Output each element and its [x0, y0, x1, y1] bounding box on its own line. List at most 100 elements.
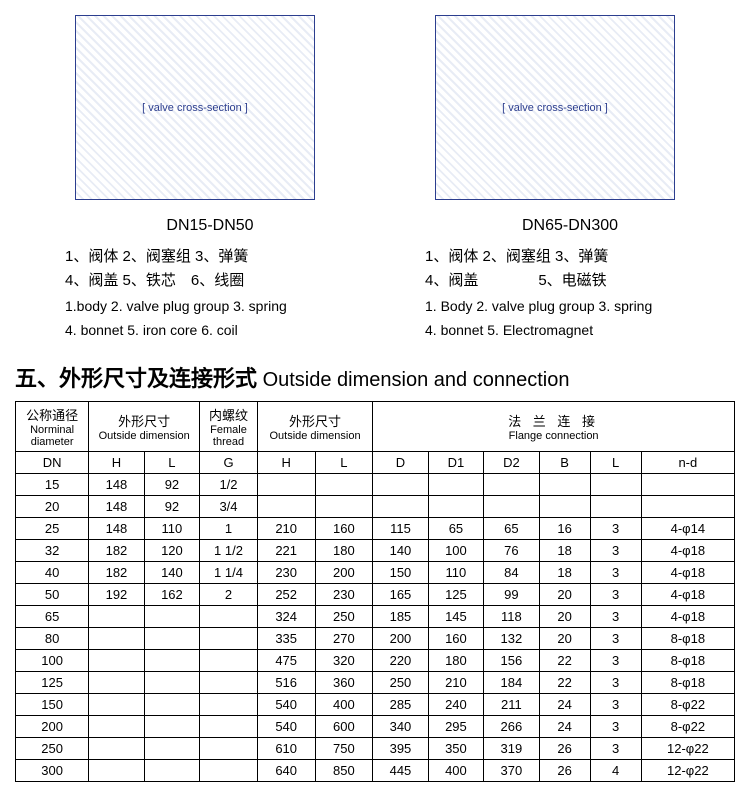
table-cell: 252 [257, 584, 315, 606]
table-cell: 540 [257, 694, 315, 716]
table-cell: 15 [16, 474, 89, 496]
table-cell: 300 [16, 760, 89, 782]
table-cell: 200 [315, 562, 373, 584]
table-subheader-cell: L [144, 452, 199, 474]
table-cell: 230 [257, 562, 315, 584]
table-row: 20148923/4 [16, 496, 735, 518]
table-cell: 8-φ18 [641, 628, 734, 650]
table-row: 25148110121016011565651634-φ14 [16, 518, 735, 540]
table-cell: 160 [428, 628, 483, 650]
table-cell: 295 [428, 716, 483, 738]
parts-right-en2: 4. bonnet 5. Electromagnet [425, 319, 715, 341]
table-cell: 200 [16, 716, 89, 738]
table-cell: 1 1/4 [200, 562, 258, 584]
table-cell: 320 [315, 650, 373, 672]
table-cell: 340 [373, 716, 428, 738]
section-title-cn: 五、外形尺寸及连接形式 [15, 366, 257, 391]
table-cell: 3/4 [200, 496, 258, 518]
table-cell: 65 [16, 606, 89, 628]
table-cell: 140 [373, 540, 428, 562]
hdr-outside2-cn: 外形尺寸 [260, 411, 370, 430]
table-cell [484, 474, 539, 496]
table-cell: 76 [484, 540, 539, 562]
table-cell: 65 [484, 518, 539, 540]
table-cell: 162 [144, 584, 199, 606]
table-cell [89, 650, 144, 672]
table-subheader-cell: D2 [484, 452, 539, 474]
table-cell: 180 [428, 650, 483, 672]
table-cell: 395 [373, 738, 428, 760]
table-cell: 24 [539, 694, 590, 716]
table-cell: 22 [539, 672, 590, 694]
table-subheader-cell: L [590, 452, 641, 474]
table-cell: 100 [16, 650, 89, 672]
model-left: DN15-DN50 [65, 213, 355, 239]
table-cell: 4-φ14 [641, 518, 734, 540]
table-cell: 3 [590, 650, 641, 672]
parts-right-cn1: 1、阀体 2、阀塞组 3、弹簧 [425, 245, 715, 269]
table-cell: 3 [590, 716, 641, 738]
table-cell [428, 496, 483, 518]
table-cell: 8-φ18 [641, 650, 734, 672]
diagram-left-placeholder: [ valve cross-section ] [75, 15, 315, 200]
model-right: DN65-DN300 [425, 213, 715, 239]
table-cell [257, 496, 315, 518]
table-subheader-cell: L [315, 452, 373, 474]
table-cell: 185 [373, 606, 428, 628]
table-cell: 240 [428, 694, 483, 716]
table-cell: 335 [257, 628, 315, 650]
table-cell: 475 [257, 650, 315, 672]
table-cell: 400 [315, 694, 373, 716]
table-cell: 182 [89, 540, 144, 562]
table-row: 30064085044540037026412-φ22 [16, 760, 735, 782]
table-cell: 4-φ18 [641, 540, 734, 562]
table-cell: 20 [539, 584, 590, 606]
table-cell: 360 [315, 672, 373, 694]
table-subheader-cell: H [89, 452, 144, 474]
parts-left-cn2: 4、阀盖 5、铁芯 6、线圈 [65, 269, 355, 293]
table-cell: 3 [590, 738, 641, 760]
table-cell [539, 496, 590, 518]
table-cell: 8-φ18 [641, 672, 734, 694]
table-cell: 285 [373, 694, 428, 716]
table-cell [200, 606, 258, 628]
table-cell: 3 [590, 606, 641, 628]
parts-left-cn1: 1、阀体 2、阀塞组 3、弹簧 [65, 245, 355, 269]
table-cell: 370 [484, 760, 539, 782]
table-cell: 18 [539, 540, 590, 562]
table-cell: 12-φ22 [641, 738, 734, 760]
hdr-flange-cn: 法 兰 连 接 [375, 411, 732, 430]
table-cell: 115 [373, 518, 428, 540]
table-cell: 319 [484, 738, 539, 760]
table-cell [590, 474, 641, 496]
table-cell: 145 [428, 606, 483, 628]
table-cell: 4-φ18 [641, 606, 734, 628]
table-cell: 148 [89, 474, 144, 496]
table-cell: 16 [539, 518, 590, 540]
table-cell: 192 [89, 584, 144, 606]
table-cell: 65 [428, 518, 483, 540]
table-cell [200, 760, 258, 782]
table-cell: 20 [539, 628, 590, 650]
table-cell [144, 694, 199, 716]
table-cell: 140 [144, 562, 199, 584]
table-row: 1255163602502101842238-φ18 [16, 672, 735, 694]
table-cell [373, 496, 428, 518]
hdr-outside1-en: Outside dimension [91, 430, 197, 442]
table-row: 321821201 1/2221180140100761834-φ18 [16, 540, 735, 562]
table-cell [200, 694, 258, 716]
table-cell: 150 [16, 694, 89, 716]
table-cell: 26 [539, 760, 590, 782]
table-cell: 110 [428, 562, 483, 584]
table-cell: 750 [315, 738, 373, 760]
table-header-row-2: DNHLGHLDD1D2BLn-d [16, 452, 735, 474]
table-cell: 270 [315, 628, 373, 650]
table-cell [89, 760, 144, 782]
table-cell: 20 [16, 496, 89, 518]
table-cell: 148 [89, 496, 144, 518]
table-cell: 3 [590, 540, 641, 562]
table-cell: 8-φ22 [641, 716, 734, 738]
dimension-table: 公称通径 Norminal diameter 外形尺寸 Outside dime… [15, 401, 735, 782]
table-cell: 165 [373, 584, 428, 606]
hdr-flange-en: Flange connection [375, 430, 732, 442]
